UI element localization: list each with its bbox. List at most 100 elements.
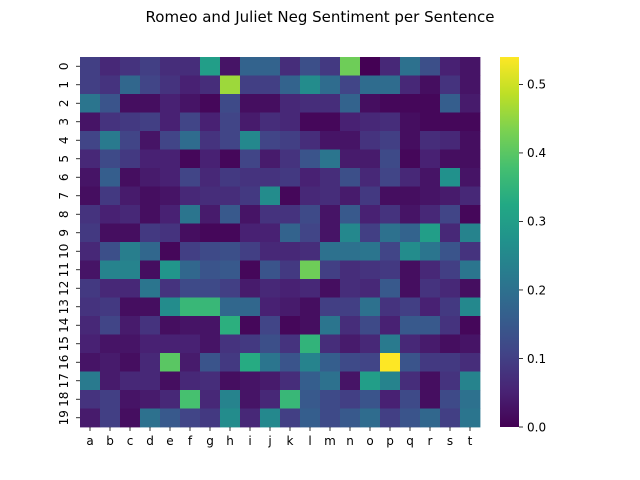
heatmap-cell (300, 242, 321, 261)
heatmap-cell (380, 242, 401, 261)
heatmap-cell (280, 168, 301, 187)
colorbar-tick-label: 0.4 (527, 146, 546, 160)
heatmap-cell (120, 297, 141, 317)
heatmap-cell (440, 390, 461, 409)
heatmap-cell (200, 168, 221, 187)
heatmap-cell (420, 316, 441, 335)
heatmap-cell (400, 186, 421, 206)
heatmap-cell (240, 316, 261, 335)
heatmap-cell (400, 112, 421, 132)
heatmap-cell (280, 297, 301, 317)
heatmap-cell (100, 131, 121, 150)
heatmap-cell (80, 316, 101, 335)
heatmap-cell (440, 297, 461, 317)
heatmap-cell (340, 168, 361, 187)
heatmap-cell (460, 94, 481, 113)
heatmap-cell (240, 297, 261, 317)
heatmap-cell (220, 297, 241, 317)
y-tick-label: 5 (57, 155, 71, 163)
heatmap-cell (340, 223, 361, 243)
y-tick-label: 17 (57, 373, 71, 388)
heatmap-cell (280, 186, 301, 206)
heatmap-cell (320, 260, 341, 280)
heatmap-cell (100, 223, 121, 243)
heatmap-cell (340, 205, 361, 224)
heatmap-cell (420, 149, 441, 169)
heatmap-cell (240, 408, 261, 428)
heatmap-cell (180, 223, 201, 243)
heatmap-cell (240, 57, 261, 76)
heatmap-cell (220, 334, 241, 354)
heatmap-cell (340, 316, 361, 335)
heatmap-cell (460, 75, 481, 95)
heatmap-cell (440, 94, 461, 113)
heatmap-cell (160, 131, 181, 150)
heatmap-cell (220, 223, 241, 243)
y-tick-label: 11 (57, 262, 71, 277)
heatmap-cell (380, 408, 401, 428)
heatmap-cell (180, 94, 201, 113)
y-tick-label: 10 (57, 244, 71, 259)
heatmap-cell (460, 260, 481, 280)
heatmap-cell (240, 390, 261, 409)
heatmap-cell (420, 279, 441, 298)
heatmap-cell (120, 260, 141, 280)
heatmap-cell (200, 390, 221, 409)
heatmap-cell (240, 260, 261, 280)
heatmap-cell (200, 186, 221, 206)
heatmap-cell (380, 223, 401, 243)
heatmap-cell (160, 112, 181, 132)
heatmap-cell (320, 353, 341, 372)
heatmap-cells (80, 57, 481, 428)
heatmap-cell (140, 353, 161, 372)
heatmap-cell (100, 205, 121, 224)
colorbar: 0.0 0.1 0.2 0.3 0.4 0.5 (500, 57, 546, 434)
heatmap-cell (100, 94, 121, 113)
heatmap-cell (220, 316, 241, 335)
x-tick-label: o (366, 434, 373, 448)
heatmap-cell (200, 75, 221, 95)
heatmap-cell (380, 205, 401, 224)
heatmap-cell (200, 242, 221, 261)
heatmap-cell (140, 149, 161, 169)
heatmap-cell (140, 186, 161, 206)
heatmap-cell (340, 260, 361, 280)
heatmap-cell (120, 205, 141, 224)
heatmap-cell (120, 168, 141, 187)
heatmap-cell (260, 279, 281, 298)
heatmap-cell (200, 149, 221, 169)
heatmap-cell (240, 353, 261, 372)
y-tick-label: 18 (57, 392, 71, 407)
heatmap-cell (180, 149, 201, 169)
heatmap-cell (200, 408, 221, 428)
heatmap-cell (460, 149, 481, 169)
heatmap-cell (260, 112, 281, 132)
heatmap-cell (220, 94, 241, 113)
y-tick-label: 19 (57, 410, 71, 425)
heatmap-cell (180, 279, 201, 298)
y-tick-label: 13 (57, 299, 71, 314)
heatmap-cell (460, 131, 481, 150)
heatmap-cell (280, 279, 301, 298)
heatmap-cell (160, 242, 181, 261)
heatmap-cell (100, 316, 121, 335)
heatmap-cell (160, 334, 181, 354)
heatmap-cell (100, 334, 121, 354)
heatmap-cell (320, 279, 341, 298)
heatmap-cell (80, 390, 101, 409)
heatmap-cell (440, 131, 461, 150)
heatmap-cell (200, 279, 221, 298)
heatmap-cell (340, 297, 361, 317)
heatmap-cell (260, 223, 281, 243)
heatmap-cell (100, 297, 121, 317)
heatmap-cell (400, 57, 421, 76)
heatmap-cell (140, 371, 161, 391)
heatmap-cell (320, 112, 341, 132)
y-tick-label: 9 (57, 229, 71, 237)
heatmap-cell (400, 168, 421, 187)
heatmap-cell (300, 57, 321, 76)
heatmap-cell (220, 408, 241, 428)
heatmap-cell (240, 112, 261, 132)
